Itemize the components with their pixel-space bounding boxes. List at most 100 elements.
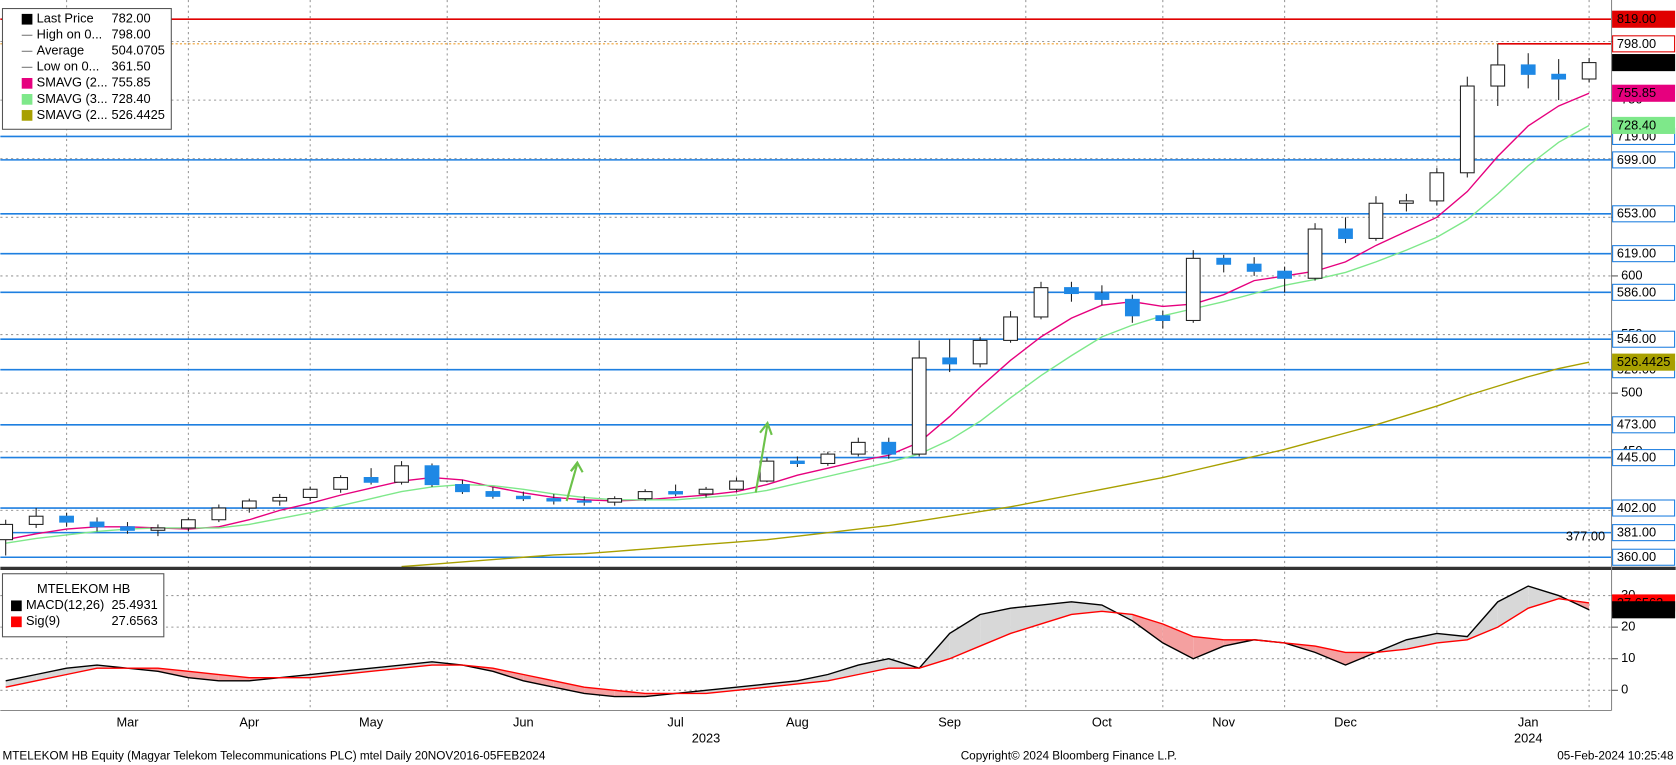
candle-body bbox=[302, 488, 318, 498]
y-tick-label: 0 bbox=[1621, 682, 1628, 697]
value-box bbox=[1612, 35, 1676, 53]
macd-fill bbox=[858, 658, 889, 675]
legend-value: 728.40 bbox=[111, 91, 150, 106]
macd-fill bbox=[1528, 586, 1559, 609]
macd-fill bbox=[1406, 633, 1437, 650]
candle-body bbox=[1003, 316, 1018, 341]
annotation-arrow bbox=[754, 423, 769, 493]
value-box bbox=[1612, 10, 1676, 28]
macd-fill bbox=[645, 693, 676, 697]
x-year-label: 2023 bbox=[692, 731, 721, 746]
candle-body bbox=[546, 498, 562, 502]
candle-body bbox=[89, 521, 105, 528]
candle-body bbox=[0, 523, 14, 541]
macd-fill bbox=[949, 614, 981, 659]
legend-value: 27.6563 bbox=[111, 613, 157, 628]
level-label: 377.00 bbox=[1566, 529, 1605, 544]
macd-title: MTELEKOM HB bbox=[37, 581, 130, 596]
candle-body bbox=[150, 527, 166, 531]
candle-body bbox=[942, 357, 958, 365]
candle-body bbox=[1399, 200, 1414, 204]
macd-legend-box bbox=[1, 573, 165, 638]
legend-value: 526.4425 bbox=[111, 107, 164, 122]
macd-fill bbox=[827, 665, 859, 681]
value-box bbox=[1612, 151, 1676, 169]
candle-body bbox=[850, 441, 866, 455]
candle-body bbox=[1033, 287, 1049, 318]
macd-fill bbox=[1162, 623, 1194, 659]
legend: MTELEKOM HB Last Price 782.00 High on 0...… bbox=[1, 8, 172, 638]
candle-body bbox=[729, 480, 744, 490]
x-tick-label: Mar bbox=[116, 715, 139, 730]
candle-body bbox=[28, 515, 44, 525]
candle-body bbox=[1064, 287, 1079, 295]
sma-line bbox=[5, 92, 1590, 541]
candle-body bbox=[1124, 298, 1140, 317]
value-box bbox=[1612, 330, 1676, 348]
candle-body bbox=[394, 465, 409, 483]
value-box-label: 546.00 bbox=[1617, 331, 1656, 346]
legend-marker bbox=[11, 600, 22, 612]
candle-body bbox=[59, 515, 74, 523]
x-year-label: 2024 bbox=[1514, 731, 1543, 746]
macd-fill bbox=[706, 687, 737, 694]
value-box-label: 653.00 bbox=[1617, 206, 1656, 221]
x-tick-label: Jul bbox=[667, 715, 683, 730]
footer-center: Copyright© 2024 Bloomberg Finance L.P. bbox=[961, 750, 1177, 763]
legend-marker bbox=[21, 110, 33, 121]
candle-body bbox=[637, 491, 653, 500]
value-box bbox=[1612, 245, 1676, 263]
value-box-label: 25.4931 bbox=[1617, 602, 1663, 617]
x-tick-label: Dec bbox=[1334, 715, 1357, 730]
macd-fill bbox=[1497, 586, 1529, 628]
footer-left: MTELEKOM HB Equity (Magyar Telekom Telec… bbox=[2, 750, 545, 763]
value-box bbox=[1612, 601, 1676, 619]
candle-body bbox=[120, 526, 135, 531]
macd-fill bbox=[36, 668, 67, 681]
x-tick-label: Sep bbox=[938, 715, 961, 730]
macd-fill bbox=[401, 661, 432, 669]
candle-body bbox=[363, 477, 379, 483]
value-box-label: 798.00 bbox=[1617, 36, 1656, 51]
y-tick-label: 600 bbox=[1621, 267, 1642, 282]
candle-body bbox=[241, 500, 257, 509]
macd-fill bbox=[1193, 636, 1224, 659]
macd-fill bbox=[766, 680, 798, 688]
y-tick-label: 20 bbox=[1621, 619, 1635, 634]
value-box-label: 755.85 bbox=[1617, 85, 1656, 100]
legend-value: 504.0705 bbox=[111, 43, 164, 58]
legend-name: Sig(9) bbox=[26, 613, 60, 628]
candle-body bbox=[1246, 263, 1262, 272]
value-box-label: 381.00 bbox=[1617, 525, 1656, 540]
plot: 377.00 bbox=[0, 18, 1612, 698]
macd-fill bbox=[1071, 601, 1102, 615]
candle-body bbox=[515, 495, 531, 500]
x-tick-label: Nov bbox=[1212, 715, 1235, 730]
candle-body bbox=[607, 498, 623, 503]
candle-body bbox=[455, 484, 470, 493]
candle-body bbox=[424, 465, 440, 486]
candle-body bbox=[911, 357, 927, 455]
candle-body bbox=[211, 507, 227, 521]
value-box-label: 782.00 bbox=[1617, 55, 1656, 70]
x-tick-label: May bbox=[359, 715, 384, 730]
candle-body bbox=[181, 519, 196, 529]
x-tick-label: Apr bbox=[239, 715, 260, 730]
value-box-label: 699.00 bbox=[1617, 152, 1656, 167]
legend-box bbox=[1, 8, 172, 130]
candle-body bbox=[790, 460, 805, 465]
value-box bbox=[1612, 84, 1676, 102]
candle-body bbox=[1277, 270, 1292, 279]
candle-body bbox=[1338, 228, 1353, 239]
legend-name: High on 0... bbox=[37, 27, 103, 42]
legend-value: 798.00 bbox=[111, 27, 150, 42]
candle-body bbox=[576, 500, 592, 503]
candle-body bbox=[1094, 292, 1110, 300]
axis: 4004505005506006507007508000102030MarApr… bbox=[116, 10, 1676, 746]
legend-value: 755.85 bbox=[111, 75, 150, 90]
macd-fill bbox=[1041, 601, 1072, 624]
candle-body bbox=[668, 491, 683, 495]
y-tick-label: 500 bbox=[1621, 385, 1642, 400]
